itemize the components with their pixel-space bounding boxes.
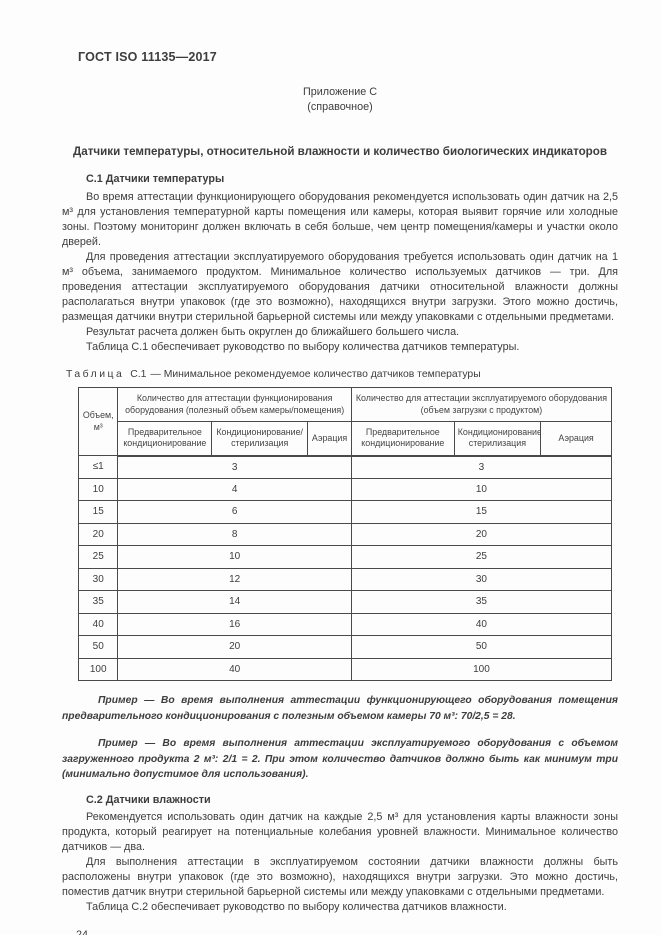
paragraph: Во время аттестации функционирующего обо… <box>62 191 618 248</box>
table-row: 30 12 30 <box>77 567 613 591</box>
table-row: 10 4 10 <box>77 477 613 501</box>
appendix-label: Приложение С <box>302 86 378 98</box>
table-caption-word: Таблица <box>66 369 125 380</box>
cell-operational-count: 30 <box>350 567 613 591</box>
cell-functional-count: 12 <box>117 567 352 591</box>
paragraph: Таблица С.1 обеспечивает руководство по … <box>86 341 520 353</box>
column-header-sterilization-operational: Кондиционирование/ стерилизация <box>453 421 542 457</box>
table-row: 35 14 35 <box>77 590 613 614</box>
cell-volume: 20 <box>77 522 119 546</box>
column-header-aeration-operational: Аэрация <box>540 421 612 457</box>
cell-volume: 35 <box>77 590 119 614</box>
paragraph: Для проведения аттестации эксплуатируемо… <box>62 251 618 323</box>
cell-functional-count: 20 <box>117 635 352 659</box>
column-header-volume: Объем, м³ <box>77 387 119 456</box>
cell-volume: ≤1 <box>77 455 119 479</box>
cell-functional-count: 8 <box>117 522 352 546</box>
cell-functional-count: 16 <box>117 612 352 636</box>
cell-functional-count: 10 <box>117 545 352 569</box>
cell-functional-count: 40 <box>117 657 352 681</box>
cell-operational-count: 25 <box>350 545 613 569</box>
cell-operational-count: 10 <box>350 477 613 501</box>
cell-operational-count: 20 <box>350 522 613 546</box>
cell-operational-count: 50 <box>350 635 613 659</box>
table-caption-number: С.1 <box>130 369 147 380</box>
example-paragraph: Пример — Во время выполнения аттестации … <box>62 695 618 722</box>
column-header-aeration-functional: Аэрация <box>307 421 352 457</box>
column-header-preconditioning-functional: Предварительное кондиционирование <box>117 421 213 457</box>
cell-functional-count: 6 <box>117 500 352 524</box>
cell-operational-count: 3 <box>350 455 613 479</box>
paragraph: Результат расчета должен быть округлен д… <box>86 326 460 338</box>
column-group-operational: Количество для аттестации эксплуатируемо… <box>350 387 613 422</box>
cell-operational-count: 15 <box>350 500 613 524</box>
section-c2-heading: С.2 Датчики влажности <box>86 793 211 806</box>
cell-operational-count: 35 <box>350 590 613 614</box>
doc-code: ГОСТ ISO 11135—2017 <box>78 50 217 64</box>
cell-volume: 15 <box>77 500 119 524</box>
section-c1-heading: С.1 Датчики температуры <box>86 173 225 185</box>
column-group-functional: Количество для аттестации функционирован… <box>117 387 352 422</box>
table-header-row-subcolumns: Предварительное кондиционирование Кондиц… <box>79 421 612 457</box>
cell-volume: 40 <box>77 612 119 636</box>
cell-volume: 100 <box>77 657 119 681</box>
sensors-count-table: Объем, м³ Количество для аттестации функ… <box>77 387 613 681</box>
table-row: ≤1 3 3 <box>77 455 613 479</box>
table-caption: Таблица С.1— Минимальное рекомендуемое ко… <box>66 369 618 380</box>
cell-functional-count: 3 <box>117 455 352 479</box>
table-header-row-groups: Объем, м³ Количество для аттестации функ… <box>77 387 613 456</box>
cell-volume: 10 <box>77 477 119 501</box>
example-paragraph: Пример — Во время выполнения аттестации … <box>62 738 618 780</box>
table-row: 40 16 40 <box>77 612 613 636</box>
cell-volume: 50 <box>77 635 119 659</box>
column-header-preconditioning-operational: Предварительное кондиционирование <box>350 421 455 457</box>
column-header-volume-line2: м³ <box>93 421 103 432</box>
page-number: 24 <box>76 928 89 935</box>
cell-volume: 25 <box>77 545 119 569</box>
appendix-note: (справочное) <box>307 101 373 113</box>
paragraph: Таблица С.2 обеспечивает руководство по … <box>86 900 507 913</box>
cell-operational-count: 40 <box>350 612 613 636</box>
table-row: 15 6 15 <box>77 500 613 524</box>
cell-operational-count: 100 <box>350 657 613 681</box>
table-row: 100 40 100 <box>77 657 613 681</box>
appendix-block: Приложение С (справочное) <box>62 85 618 115</box>
paragraph: Рекомендуется использовать один датчик н… <box>62 810 618 853</box>
page-title: Датчики температуры, относительной влажн… <box>73 145 607 158</box>
cell-functional-count: 14 <box>117 590 352 614</box>
cell-functional-count: 4 <box>117 477 352 501</box>
table-row: 20 8 20 <box>77 522 613 546</box>
table-caption-text: — Минимальное рекомендуемое количество д… <box>150 369 481 380</box>
table-row: 50 20 50 <box>77 635 613 659</box>
paragraph: Для выполнения аттестации в эксплуатируе… <box>62 855 618 898</box>
cell-volume: 30 <box>77 567 119 591</box>
column-header-sterilization-functional: Кондиционирование/ стерилизация <box>211 421 309 457</box>
column-header-volume-line1: Объем, <box>82 410 114 420</box>
table-row: 25 10 25 <box>77 545 613 569</box>
